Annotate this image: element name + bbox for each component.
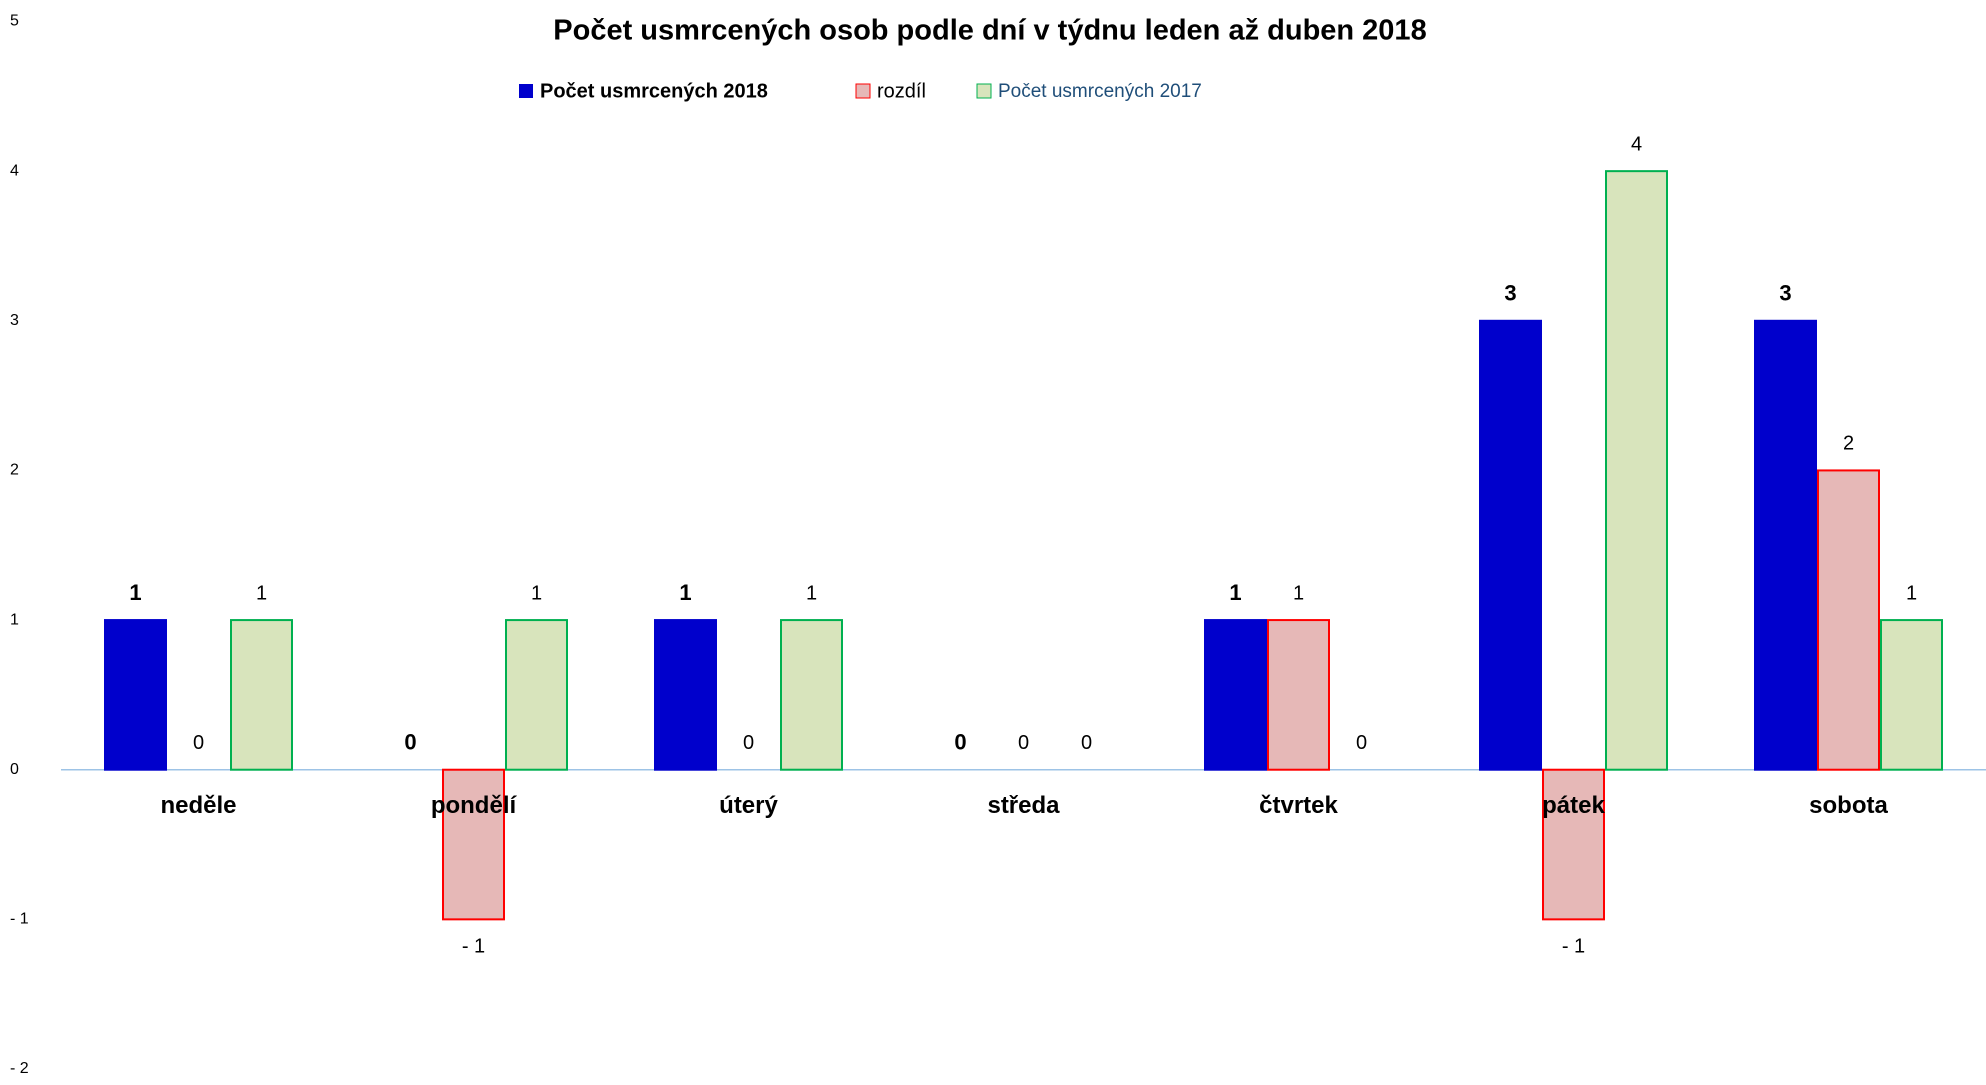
x-tick-label: čtvrtek [1259,792,1338,819]
chart-title: Počet usmrcených osob podle dní v týdnu … [553,15,1426,47]
data-label: 4 [1631,133,1642,155]
x-tick-label: neděle [160,792,236,819]
legend-label: Počet usmrcených 2018 [540,80,768,102]
data-label: 0 [1356,732,1367,754]
y-tick-label: 2 [10,462,19,479]
data-label: 1 [1229,580,1241,605]
data-label: 1 [129,580,141,605]
bar [1479,319,1542,771]
data-label: 1 [679,580,691,605]
data-label: 1 [531,582,542,604]
legend: Počet usmrcených 2018 rozdíl Počet usmrc… [519,80,1202,102]
bar [654,619,717,771]
data-label: - 1 [462,936,485,958]
data-label: 0 [193,732,204,754]
data-label: 0 [954,730,966,755]
legend-swatch [976,83,992,99]
legend-label: rozdíl [877,80,926,102]
data-label: 1 [1293,582,1304,604]
legend-swatch [519,84,533,98]
legend-label: Počet usmrcených 2017 [998,81,1202,102]
x-tick-label: pondělí [431,792,518,819]
y-tick-label: 3 [10,312,19,329]
data-label: 0 [1018,732,1029,754]
data-label: 1 [256,582,267,604]
y-tick-label: 0 [10,761,19,778]
data-label: 0 [743,732,754,754]
y-tick-label: 5 [10,13,19,30]
data-label: 0 [1081,732,1092,754]
x-tick-label: sobota [1809,792,1888,819]
bar [1880,619,1943,771]
data-label: 3 [1779,281,1791,306]
x-tick-label: pátek [1542,792,1605,819]
bar [780,619,843,771]
y-tick-label: 1 [10,611,19,628]
y-tick-label: 4 [10,162,19,179]
data-label: 2 [1843,433,1854,455]
bar [505,619,568,771]
bar [1605,170,1668,771]
y-tick-label: - 2 [10,1060,29,1077]
bar [1204,619,1267,771]
legend-swatch [855,83,871,99]
data-label: 0 [404,730,416,755]
x-tick-label: středa [987,792,1060,819]
bar [1817,469,1880,771]
data-label: 1 [806,582,817,604]
data-label: 1 [1906,582,1917,604]
bar [1267,619,1330,771]
x-tick-label: úterý [719,792,778,819]
y-tick-label: - 1 [10,911,29,928]
bar [442,768,505,921]
bar [104,619,167,771]
data-label: 3 [1504,281,1516,306]
data-label: - 1 [1562,936,1585,958]
bar [1754,319,1817,771]
bar [1542,768,1605,921]
bar [230,619,293,771]
